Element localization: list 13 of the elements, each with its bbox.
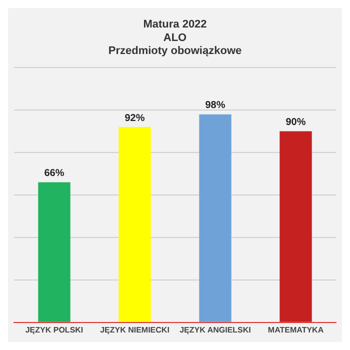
data-label: 92% [124,112,145,124]
x-tick-label: JĘZYK POLSKI [25,325,84,334]
x-tick-label: JĘZYK ANGIELSKI [180,325,251,334]
data-label: 66% [44,168,64,180]
bar [280,131,312,322]
data-label: 90% [286,117,306,128]
bar [118,127,151,322]
bar [199,114,232,322]
data-label: 98% [205,100,226,112]
bar [38,182,70,322]
x-tick-label: JĘZYK NIEMIECKI [100,325,170,334]
x-tick-label: MATEMATYKA [268,325,324,334]
chart-title: Matura 2022 ALO Przedmioty obowiązkowe [108,18,242,58]
